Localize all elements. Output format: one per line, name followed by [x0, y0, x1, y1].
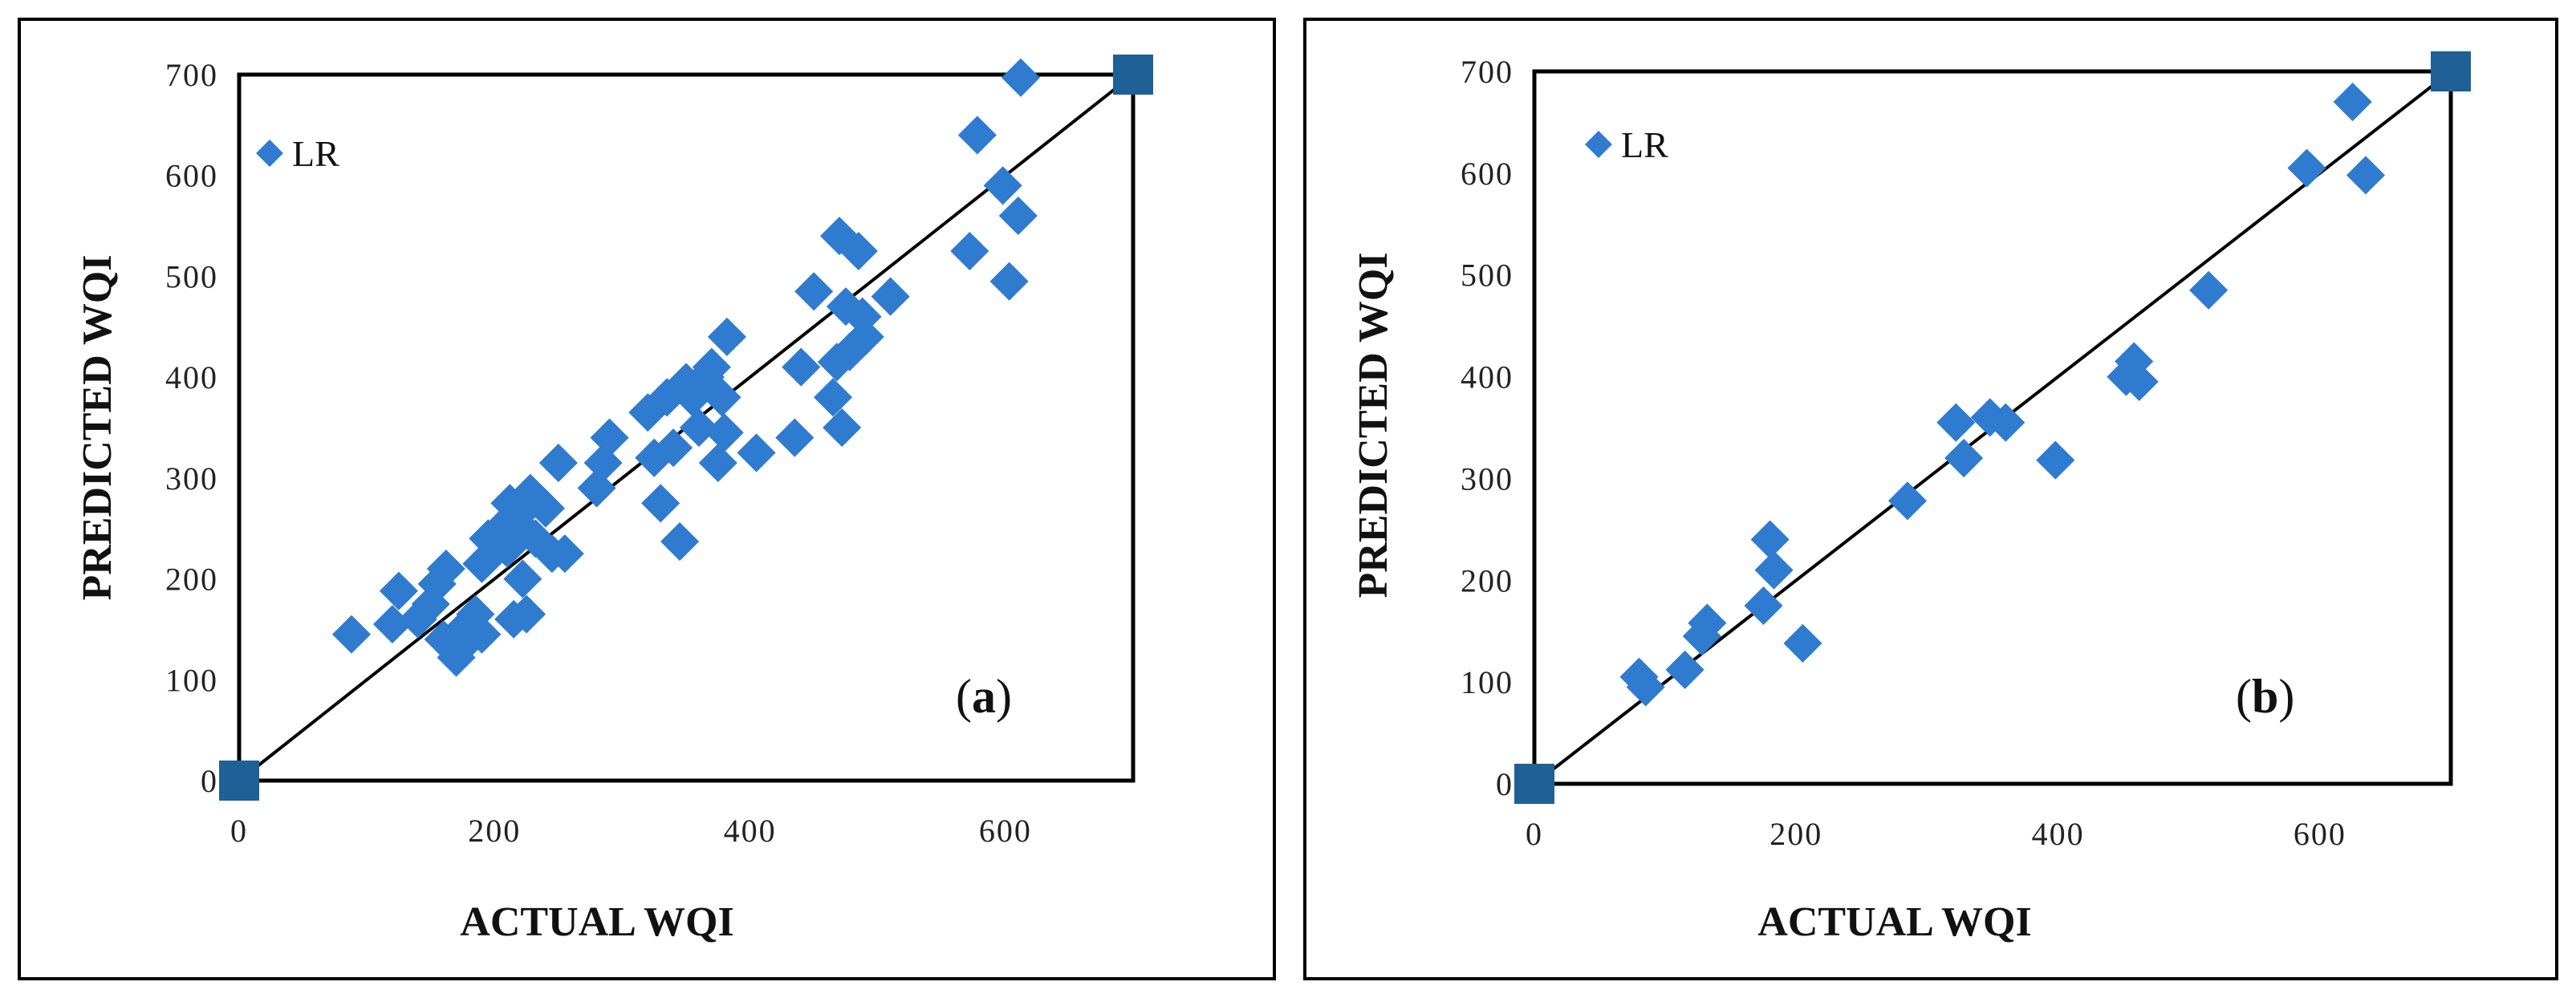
line-endpoint-marker — [1113, 55, 1153, 95]
line-endpoint-marker — [219, 761, 259, 801]
scatter-chart-b: 0 100 200 300 400 500 600 700 0 200 400 600 ACTUAL… — [1351, 51, 2471, 945]
x-tick-label: 200 — [1769, 816, 1822, 852]
y-tick-label: 700 — [1461, 54, 1514, 90]
y-axis-title: PREDICTED WQI — [75, 254, 120, 600]
data-point — [1754, 550, 1794, 590]
data-point — [698, 443, 737, 483]
data-point — [538, 443, 578, 483]
data-point — [372, 605, 412, 644]
legend: LR — [256, 133, 339, 174]
data-point — [957, 116, 997, 155]
data-point — [813, 378, 853, 417]
data-point — [702, 378, 742, 417]
y-tick-label: 200 — [1461, 562, 1514, 598]
data-point — [692, 347, 731, 387]
legend: LR — [1585, 124, 1668, 165]
data-point — [654, 428, 693, 468]
data-point — [1626, 667, 1665, 707]
x-tick-label: 0 — [230, 813, 248, 849]
y-tick-label: 500 — [165, 258, 218, 294]
y-tick-label: 600 — [1461, 156, 1514, 192]
data-point — [1750, 520, 1790, 559]
legend-label: LR — [1621, 124, 1668, 165]
data-point — [1001, 58, 1040, 97]
y-tick-label: 200 — [165, 562, 218, 598]
x-tick-label: 400 — [2032, 816, 2085, 852]
x-axis-title: ACTUAL WQI — [1757, 899, 2031, 945]
data-point — [507, 594, 546, 634]
y-tick-label: 600 — [165, 158, 218, 194]
data-point — [2346, 156, 2385, 195]
chart-panel-a: 0 100 200 300 400 500 600 700 0 200 400 600 ACTUAL… — [18, 18, 1276, 980]
data-point — [1744, 586, 1783, 626]
legend-marker — [1585, 131, 1612, 158]
data-point — [2189, 270, 2229, 310]
panel-label: (a) — [956, 670, 1012, 723]
y-tick-label: 300 — [165, 460, 218, 497]
data-point — [2036, 440, 2075, 480]
chart-panel-b: 0 100 200 300 400 500 600 700 0 200 400 600 ACTUAL… — [1303, 18, 2558, 980]
data-point — [1887, 481, 1927, 521]
data-point — [1783, 623, 1822, 663]
data-point — [950, 231, 989, 271]
data-point — [660, 522, 700, 562]
plot-area-border — [237, 72, 1136, 783]
y-tick-label: 400 — [165, 359, 218, 396]
x-tick-label: 0 — [1526, 816, 1543, 852]
data-point — [871, 277, 910, 316]
data-point — [462, 615, 502, 654]
line-endpoint-marker — [2431, 51, 2471, 91]
data-point — [426, 549, 465, 589]
data-point — [1936, 403, 1976, 442]
x-tick-label: 600 — [979, 813, 1032, 849]
scatter-chart-a: 0 100 200 300 400 500 600 700 0 200 400 600 ACTUAL… — [75, 55, 1153, 945]
panel-label: (b) — [2236, 670, 2294, 723]
data-point — [707, 317, 746, 356]
data-point — [332, 615, 372, 654]
data-point — [545, 534, 584, 574]
legend-label: LR — [292, 133, 339, 174]
data-point — [503, 559, 542, 598]
data-point — [679, 408, 718, 448]
x-tick-label: 400 — [724, 813, 777, 849]
data-point — [1944, 439, 1984, 478]
y-tick-label: 100 — [1461, 664, 1514, 700]
data-point — [641, 484, 681, 523]
data-point — [782, 347, 821, 387]
y-tick-label: 300 — [1461, 460, 1514, 497]
x-tick-label: 200 — [468, 813, 521, 849]
data-point — [989, 262, 1029, 301]
x-tick-label: 600 — [2294, 816, 2346, 852]
y-tick-label: 0 — [1496, 766, 1514, 802]
data-point — [737, 433, 776, 473]
data-point — [823, 408, 862, 448]
data-point — [526, 489, 565, 528]
plot-area-border — [1532, 69, 2453, 786]
data-point — [2333, 83, 2372, 122]
y-axis-title: PREDICTED WQI — [1351, 252, 1396, 598]
data-point — [379, 571, 418, 611]
y-tick-label: 0 — [201, 763, 218, 799]
data-point — [775, 418, 815, 457]
y-tick-label: 700 — [165, 57, 218, 93]
y-tick-label: 500 — [1461, 258, 1514, 294]
y-tick-label: 400 — [1461, 359, 1514, 396]
data-point — [2119, 362, 2159, 401]
legend-marker — [256, 140, 283, 167]
line-endpoint-marker — [1514, 764, 1554, 804]
y-tick-label: 100 — [165, 662, 218, 698]
x-axis-title: ACTUAL WQI — [460, 899, 733, 945]
data-point — [1665, 650, 1704, 689]
data-point — [794, 272, 834, 311]
data-point — [705, 413, 744, 452]
data-point — [2287, 148, 2326, 188]
